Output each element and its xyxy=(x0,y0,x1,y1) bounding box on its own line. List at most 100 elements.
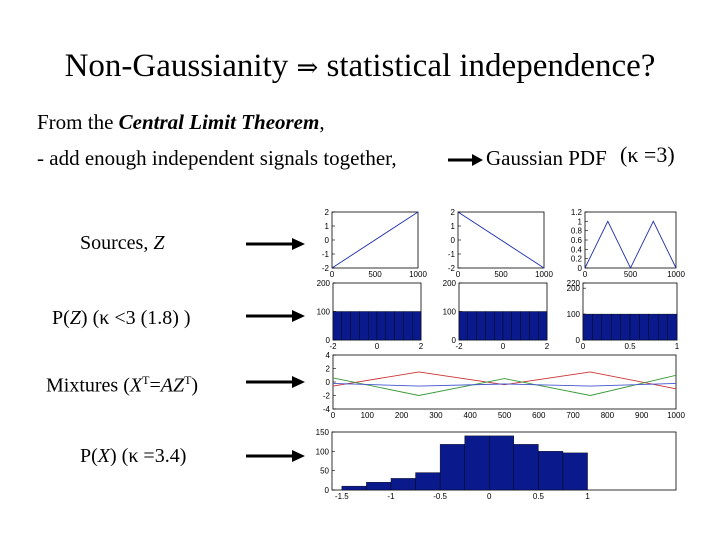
hist-source-3-bar xyxy=(582,313,593,341)
hist-source-2-bar xyxy=(485,311,495,341)
px-var: X xyxy=(97,445,111,467)
hist-mixture-ytick: 0 xyxy=(325,486,330,495)
hist-source-2-bar xyxy=(520,311,530,341)
mixtures-axes xyxy=(332,354,677,410)
mixtures-xtick: 200 xyxy=(395,411,409,420)
source-1-xtick: 0 xyxy=(330,270,335,279)
source-1-ytick: -1 xyxy=(322,250,330,259)
source-3-ytick: 0.6 xyxy=(571,236,583,245)
hist-source-1-bar xyxy=(341,311,351,341)
hist-source-3-bar xyxy=(639,313,650,341)
hist-source-3-xtick: 1 xyxy=(675,342,680,351)
hist-source-2-xtick: 2 xyxy=(545,342,550,351)
mixtures-series-2 xyxy=(332,374,677,396)
mixtures-xtick: 1000 xyxy=(667,411,685,420)
row-arrow-icon xyxy=(246,376,305,388)
gaussian-pdf-text: Gaussian PDF xyxy=(486,146,607,170)
source-3-ytick: 0.4 xyxy=(571,245,583,254)
hist-source-1-xtick: 2 xyxy=(419,342,424,351)
source-3-ytick: 0 xyxy=(578,264,583,273)
source-1-ytick: 0 xyxy=(325,236,330,245)
hist-mixture-bar xyxy=(489,435,515,491)
gaussian-arrow-icon xyxy=(448,154,483,166)
hist-source-3-ytick: 0 xyxy=(576,336,581,345)
mixtures-xtick: 900 xyxy=(635,411,649,420)
implies-symbol: ⇒ xyxy=(296,53,319,83)
clt-prefix: From the xyxy=(37,110,119,134)
hist-source-1-bar xyxy=(376,311,387,341)
hist-source-3-bar xyxy=(592,313,603,341)
hist-mixture-bar xyxy=(366,482,392,491)
source-2-line xyxy=(457,211,545,269)
hist-source-3-ytick: 200 xyxy=(567,284,581,293)
source-2-xtick: 500 xyxy=(494,270,508,279)
source-3-xtick: 1000 xyxy=(667,270,685,279)
hist-mixture-ytick: 100 xyxy=(316,447,330,456)
title-part-1: Non-Gaussianity xyxy=(64,48,289,84)
source-1-ytick: -2 xyxy=(322,264,330,273)
pz-var: Z xyxy=(69,307,81,329)
source-2-ytick: 0 xyxy=(451,236,456,245)
gaussian-kappa: (κ =3) xyxy=(620,142,675,167)
pz-label: P(Z) (κ <3 (1.8) ) xyxy=(52,307,191,330)
clt-term: Central Limit Theorem xyxy=(118,110,320,134)
source-2-ytick: 1 xyxy=(451,222,456,231)
hist-source-1-bar xyxy=(403,311,413,341)
hist-source-1-bar xyxy=(412,311,422,341)
hist-source-1-bar xyxy=(368,311,378,341)
hist-source-2-xtick: 0 xyxy=(501,342,506,351)
hist-mixture-xtick: -1 xyxy=(387,492,395,501)
source-3-ytick: 1 xyxy=(578,217,583,226)
mixtures-xtick: 0 xyxy=(331,411,336,420)
hist-mixture-bar xyxy=(464,435,490,491)
source-2-ytick: -2 xyxy=(448,264,456,273)
source-1-ytick: 1 xyxy=(325,222,330,231)
source-1-xtick: 500 xyxy=(368,270,382,279)
source-3-axes xyxy=(584,211,677,269)
mixtures-ytick: 2 xyxy=(326,365,331,374)
hist-mixture-bar xyxy=(415,472,441,491)
hist-source-1-ytick: 0 xyxy=(326,336,331,345)
mix-xsup: T xyxy=(142,373,150,387)
mix-azsup: T xyxy=(184,373,192,387)
mixtures-xtick: 100 xyxy=(361,411,375,420)
mix-close: ) xyxy=(191,374,199,397)
pz-rest: ) (κ <3 (1.8) ) xyxy=(80,307,191,329)
hist-source-2-bar xyxy=(476,311,486,341)
mixtures-xtick: 700 xyxy=(566,411,580,420)
hist-source-1-ytick: 200 xyxy=(317,279,331,288)
mixtures-ytick: 4 xyxy=(326,351,331,360)
hist-source-1-bar xyxy=(359,311,369,341)
mix-az: AZ xyxy=(160,374,185,397)
hist-mixture-bar xyxy=(538,451,564,491)
hist-source-2-bar xyxy=(538,311,548,341)
hist-source-2-ytick: 0 xyxy=(452,336,457,345)
mixtures-series-1 xyxy=(332,371,677,390)
hist-mixture-bar xyxy=(562,452,588,491)
hist-source-1-bar xyxy=(332,311,343,341)
mixtures-xtick: 300 xyxy=(429,411,443,420)
sources-label: Sources, Z xyxy=(80,232,164,255)
hist-source-2-bar xyxy=(511,311,521,341)
hist-source-3-ytick: 220 xyxy=(567,279,581,288)
hist-source-2-bar xyxy=(494,311,504,341)
hist-source-3-bar xyxy=(601,313,612,341)
sources-var: Z xyxy=(153,232,165,254)
source-3-line xyxy=(584,220,677,270)
hist-source-3-xtick: 0.5 xyxy=(624,342,636,351)
mix-eq: = xyxy=(149,374,161,397)
px-label: P(X) (κ =3.4) xyxy=(80,445,186,468)
hist-source-3-ytick: 100 xyxy=(567,310,581,319)
hist-mixture-xtick: 0.5 xyxy=(533,492,545,501)
mixtures-xtick: 800 xyxy=(601,411,615,420)
title-part-2: statistical independence? xyxy=(326,48,656,84)
hist-source-3-bar xyxy=(620,313,631,341)
row-arrow-icon xyxy=(246,310,305,322)
source-3-ytick: 0.8 xyxy=(571,227,583,236)
slide-title: Non-Gaussianity ⇒ statistical independen… xyxy=(0,48,720,85)
hist-mixture-bar xyxy=(439,444,465,491)
hist-source-2-bar xyxy=(467,311,477,341)
source-2-xtick: 0 xyxy=(456,270,461,279)
clt-suffix: , xyxy=(319,110,325,134)
